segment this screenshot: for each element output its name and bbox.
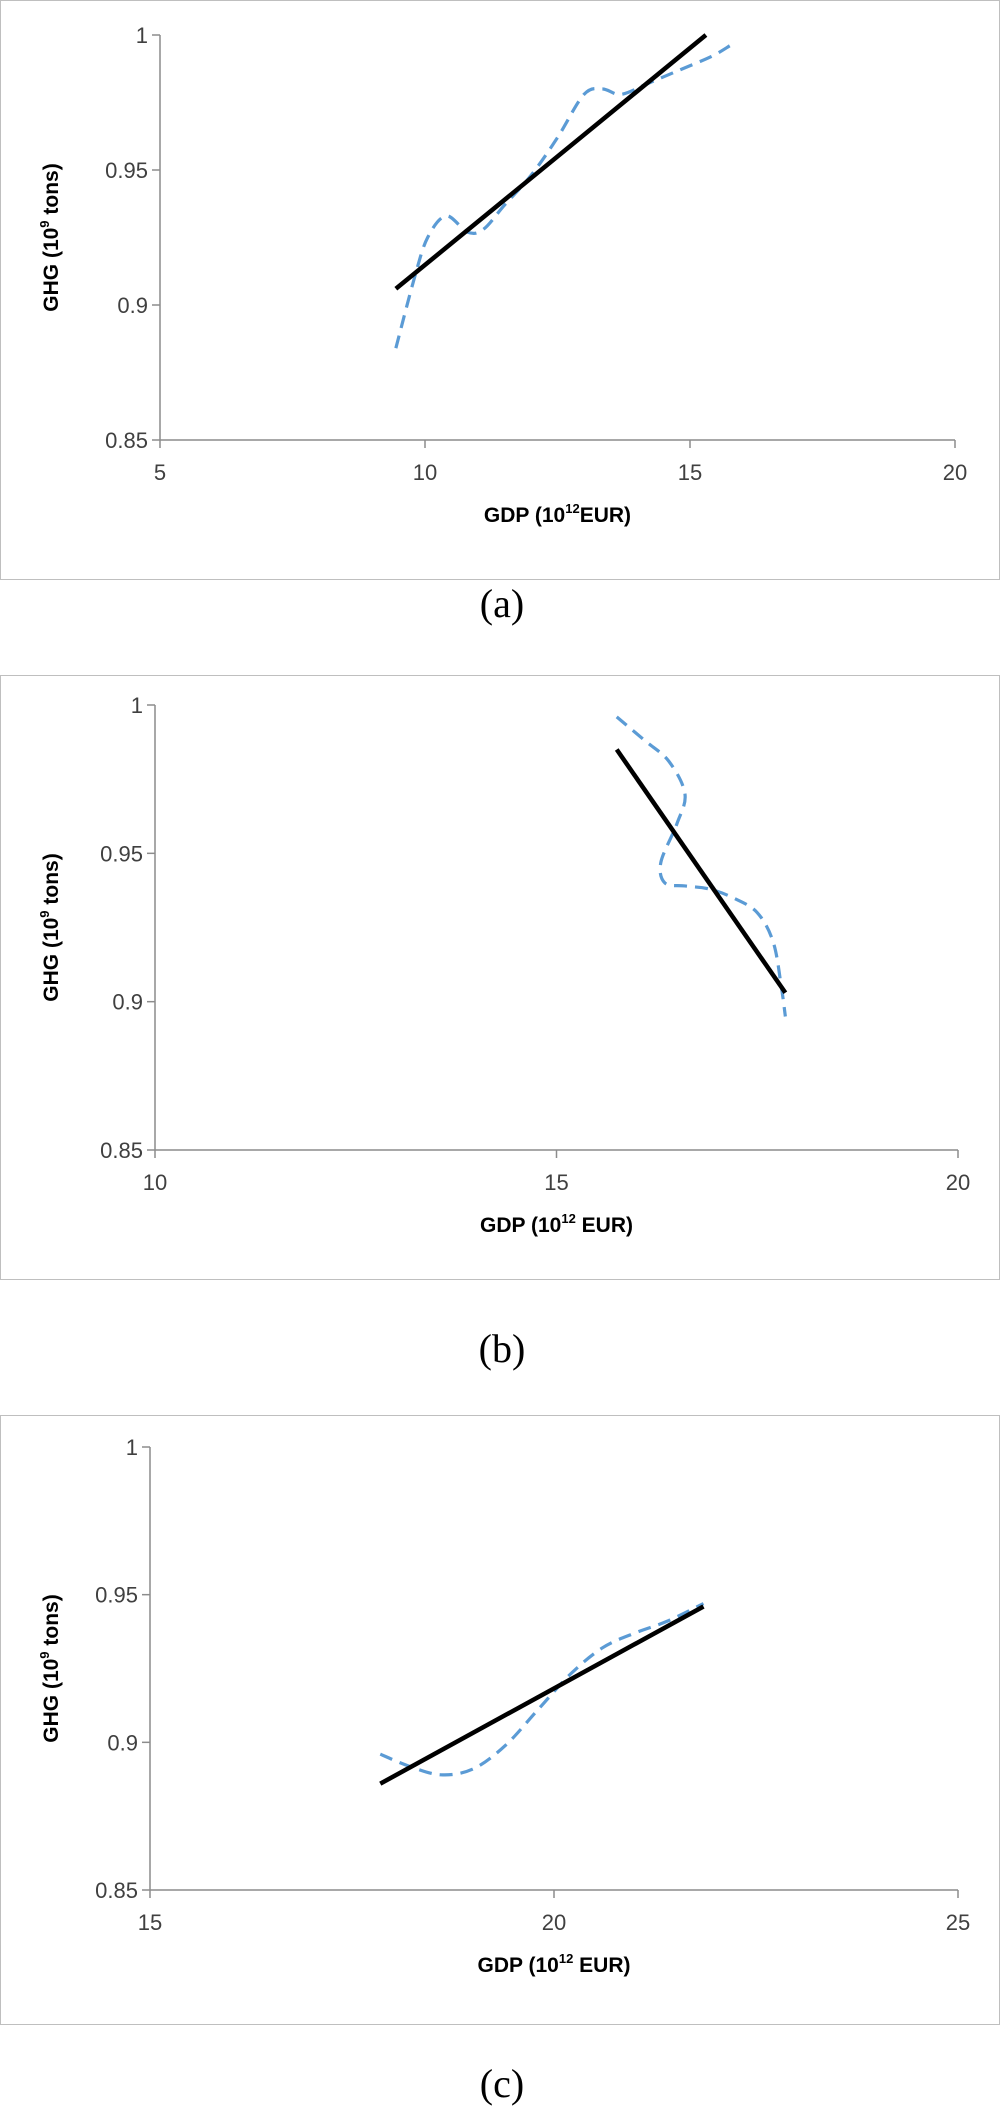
y-tick-label: 0.85 bbox=[105, 428, 148, 453]
x-tick-label: 10 bbox=[413, 460, 437, 485]
data-series-dashed-c bbox=[379, 1602, 705, 1777]
x-axis-label-a: GDP (1012EUR) bbox=[484, 501, 631, 527]
caption-c: (c) bbox=[479, 2061, 525, 2106]
y-tick-label: 0.85 bbox=[95, 1878, 138, 1903]
y-tick-label: 0.9 bbox=[117, 293, 148, 318]
y-tick-label: 0.9 bbox=[107, 1730, 138, 1755]
x-tick-label: 10 bbox=[143, 1170, 167, 1195]
trend-line-c bbox=[379, 1604, 705, 1786]
x-axis-label-c: GDP (1012 EUR) bbox=[478, 1951, 631, 1977]
y-tick-label: 0.95 bbox=[105, 158, 148, 183]
x-axis-label-b: GDP (1012 EUR) bbox=[480, 1211, 633, 1237]
y-tick-label: 1 bbox=[136, 23, 148, 48]
chart-frame-b bbox=[0, 675, 1000, 1280]
trend-line-a bbox=[394, 33, 708, 291]
caption-b: (b) bbox=[478, 1326, 526, 1371]
chart-svg-c: 0.85 0.9 0.95 1 15 20 25 GDP (1012 EUR) GHG (109… bbox=[37, 1435, 970, 1977]
chart-svg-b: 0.85 0.9 0.95 1 10 15 20 GDP (1012 EUR) GHG (109… bbox=[37, 693, 970, 1237]
data-series-dashed-b bbox=[615, 715, 787, 1017]
x-tick-label: 15 bbox=[544, 1170, 568, 1195]
caption-a: (a) bbox=[479, 581, 525, 626]
x-tick-label: 20 bbox=[542, 1910, 566, 1935]
y-tick-label: 0.85 bbox=[100, 1138, 143, 1163]
x-tick-label: 5 bbox=[154, 460, 166, 485]
chart-frame-a bbox=[0, 0, 1000, 580]
y-axis-label-c: GHG (109 tons) bbox=[37, 1594, 63, 1742]
y-tick-label: 0.95 bbox=[95, 1583, 138, 1608]
data-series-dashed-a bbox=[394, 44, 731, 349]
y-tick-label: 0.95 bbox=[100, 841, 143, 866]
x-tick-label: 25 bbox=[946, 1910, 970, 1935]
x-tick-label: 20 bbox=[943, 460, 967, 485]
x-tick-label: 20 bbox=[946, 1170, 970, 1195]
y-axis-label-b: GHG (109 tons) bbox=[37, 853, 63, 1001]
trend-line-b bbox=[614, 748, 788, 995]
y-tick-label: 1 bbox=[126, 1435, 138, 1460]
y-tick-label: 1 bbox=[131, 693, 143, 718]
y-axis-label-a: GHG (109 tons) bbox=[37, 163, 63, 311]
y-tick-label: 0.9 bbox=[112, 990, 143, 1015]
x-tick-label: 15 bbox=[138, 1910, 162, 1935]
x-tick-label: 15 bbox=[678, 460, 702, 485]
